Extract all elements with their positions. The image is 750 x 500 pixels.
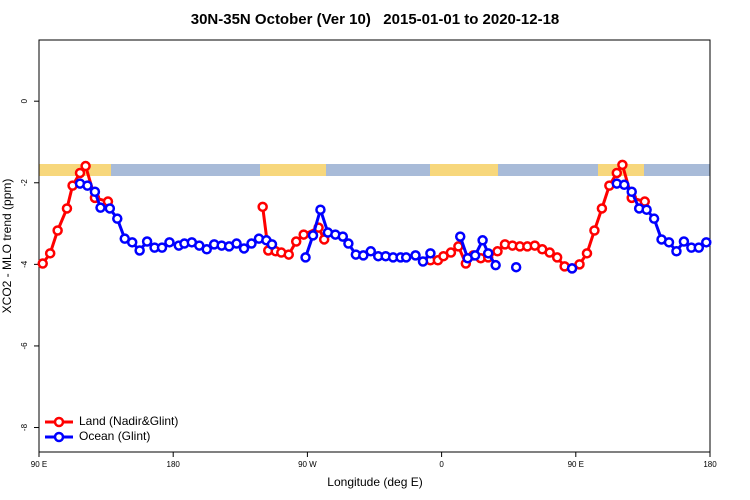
ocean-strip [39, 164, 710, 176]
y-axis-label: XCO2 - MLO trend (ppm) [0, 179, 14, 314]
data-point [134, 245, 145, 256]
data-point [290, 236, 302, 247]
data-point [663, 237, 675, 248]
data-point [671, 246, 682, 257]
data-point [61, 203, 73, 214]
data-point [298, 229, 309, 240]
data-point [112, 213, 123, 224]
data-point [641, 204, 652, 215]
data-point [104, 203, 116, 214]
data-point [596, 203, 608, 214]
data-point [95, 202, 106, 213]
legend-label: Land (Nadir&Glint) [79, 414, 178, 428]
y-tick-label: 0 [20, 98, 29, 103]
data-point [626, 186, 637, 197]
data-point [126, 237, 138, 248]
data-point [201, 244, 212, 255]
chart-title: 30N-35N October (Ver 10) 2015-01-01 to 2… [191, 11, 560, 28]
data-point [477, 235, 488, 246]
x-tick-label: 90 W [298, 460, 317, 469]
data-point [492, 246, 503, 257]
land-strip [39, 164, 111, 176]
data-point [52, 225, 63, 236]
data-point [617, 159, 628, 171]
data-point [37, 258, 48, 269]
data-point [238, 243, 250, 254]
legend-marker [53, 431, 65, 443]
data-point [410, 250, 421, 261]
legend-marker [53, 416, 65, 428]
x-tick-label: 90 E [31, 460, 47, 469]
data-point [469, 250, 481, 261]
data-point [44, 248, 56, 259]
data-point [510, 261, 522, 273]
y-tick-label: -6 [20, 342, 29, 350]
data-point [337, 231, 349, 242]
data-point [358, 250, 369, 261]
data-point [693, 242, 705, 253]
data-point [678, 236, 690, 247]
data-point [156, 242, 168, 253]
data-point [566, 263, 578, 274]
data-point [343, 238, 354, 249]
data-point [589, 225, 600, 236]
data-point [82, 180, 93, 191]
data-point [490, 259, 501, 271]
data-point [74, 167, 86, 179]
data-point [89, 186, 101, 197]
data-point [300, 252, 311, 263]
data-point [581, 248, 593, 259]
data-point [417, 256, 429, 267]
data-point [445, 247, 457, 258]
data-point [283, 249, 295, 260]
data-point [544, 247, 555, 258]
data-point [266, 239, 278, 250]
data-point [400, 252, 412, 263]
data-point [425, 248, 436, 259]
y-tick-label: -8 [20, 423, 29, 431]
x-axis-label: Longitude (deg E) [327, 475, 422, 489]
data-point [141, 236, 153, 247]
data-point [611, 167, 623, 179]
data-point [551, 252, 563, 263]
y-tick-label: -2 [20, 179, 29, 187]
data-point [619, 179, 630, 191]
data-point [246, 238, 257, 249]
data-point [164, 237, 175, 248]
data-point [365, 246, 377, 257]
data-point [80, 160, 91, 172]
legend-label: Ocean (Glint) [79, 429, 150, 443]
x-tick-label: 0 [439, 460, 444, 469]
data-point [307, 230, 319, 241]
data-point [482, 248, 494, 259]
data-point [454, 231, 466, 242]
land-strip [260, 164, 326, 176]
data-point [315, 204, 326, 215]
map-strip [39, 164, 710, 176]
x-tick-label: 90 E [568, 460, 584, 469]
data-point [231, 238, 242, 249]
data-point [257, 201, 268, 213]
data-point [574, 259, 585, 270]
x-tick-label: 180 [167, 460, 181, 469]
land-strip [430, 164, 498, 176]
x-tick-label: 180 [703, 460, 717, 469]
data-point [701, 237, 712, 248]
y-tick-label: -4 [20, 260, 29, 268]
data-point [648, 213, 660, 224]
